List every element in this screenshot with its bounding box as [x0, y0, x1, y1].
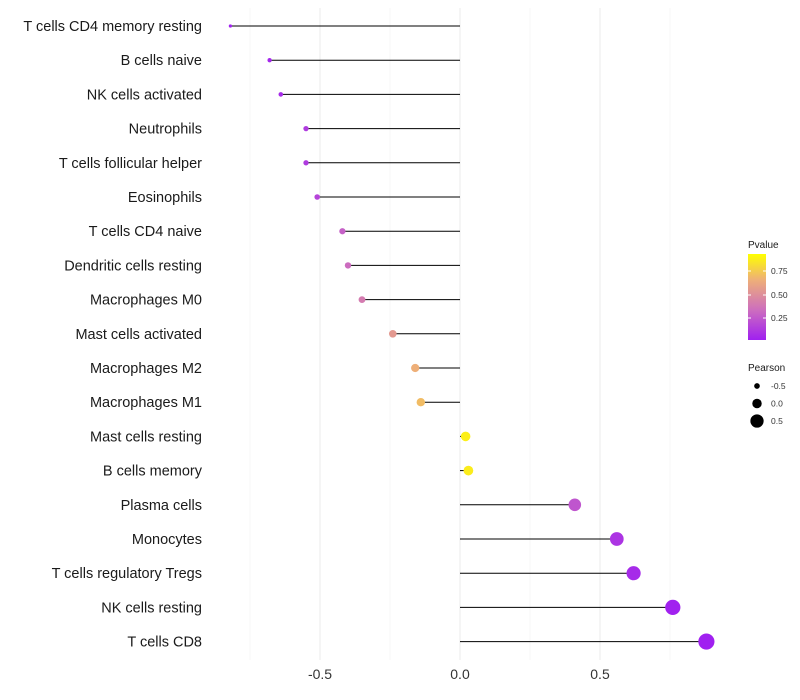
color-legend-bar — [748, 254, 766, 340]
lollipops — [228, 24, 715, 650]
x-tick-label: 0.5 — [590, 666, 610, 682]
category-label: T cells CD4 memory resting — [23, 19, 202, 35]
color-legend-title: Pvalue — [748, 240, 779, 251]
lollipop-point — [609, 532, 624, 546]
size-legend-label: 0.0 — [771, 399, 783, 409]
category-labels: T cells CD4 memory resting B cells naive N… — [23, 19, 202, 651]
lollipop-point — [698, 633, 715, 650]
x-axis-ticks: -0.5 0.0 0.5 — [308, 666, 610, 682]
color-legend-tick: 0.75 — [771, 266, 788, 276]
lollipop-point — [665, 599, 681, 616]
lollipop-point — [267, 58, 272, 63]
lollipop-point — [228, 24, 233, 28]
category-label: T cells CD8 — [127, 635, 202, 651]
lollipop-point — [344, 262, 352, 269]
category-label: T cells regulatory Tregs — [52, 566, 202, 582]
lollipop-point — [303, 125, 309, 132]
lollipop-point — [568, 498, 582, 512]
lollipop-point — [388, 329, 397, 338]
lollipop-point — [358, 296, 366, 303]
size-legend-title: Pearson — [748, 363, 785, 374]
category-label: T cells CD4 naive — [89, 224, 202, 240]
category-label: NK cells resting — [101, 600, 202, 616]
lollipop-point — [463, 465, 474, 476]
category-label: B cells naive — [121, 53, 202, 69]
lollipop-point — [339, 228, 346, 235]
lollipop-point — [314, 194, 320, 200]
x-tick-label: 0.0 — [450, 666, 470, 682]
category-label: Mast cells activated — [75, 327, 202, 343]
size-legend-dot — [752, 398, 762, 409]
category-label: Macrophages M0 — [90, 293, 202, 309]
lollipop-point — [416, 398, 425, 407]
category-label: Macrophages M2 — [90, 361, 202, 377]
size-legend: Pearson -0.5 0.0 0.5 — [748, 363, 786, 428]
category-label: Plasma cells — [121, 498, 202, 514]
size-legend-dot — [750, 414, 764, 428]
color-legend-tick: 0.50 — [771, 290, 788, 300]
category-label: Monocytes — [132, 532, 202, 548]
lollipop-point — [460, 431, 471, 442]
size-legend-dot — [754, 383, 760, 389]
lollipop-point — [626, 566, 641, 581]
color-legend: Pvalue 0.75 0.50 0.25 — [748, 240, 788, 340]
lollipop-point — [411, 363, 420, 373]
category-label: Macrophages M1 — [90, 395, 202, 411]
category-label: Neutrophils — [129, 122, 202, 138]
category-label: B cells memory — [103, 464, 203, 480]
x-tick-label: -0.5 — [308, 666, 332, 682]
category-label: Mast cells resting — [90, 429, 202, 445]
category-label: Dendritic cells resting — [64, 258, 202, 274]
lollipop-point — [303, 160, 309, 166]
category-label: NK cells activated — [87, 87, 202, 103]
category-label: T cells follicular helper — [59, 156, 202, 172]
size-legend-label: 0.5 — [771, 416, 783, 426]
color-legend-tick: 0.25 — [771, 313, 788, 323]
category-label: Eosinophils — [128, 190, 202, 206]
size-legend-label: -0.5 — [771, 381, 786, 391]
lollipop-point — [278, 92, 284, 97]
